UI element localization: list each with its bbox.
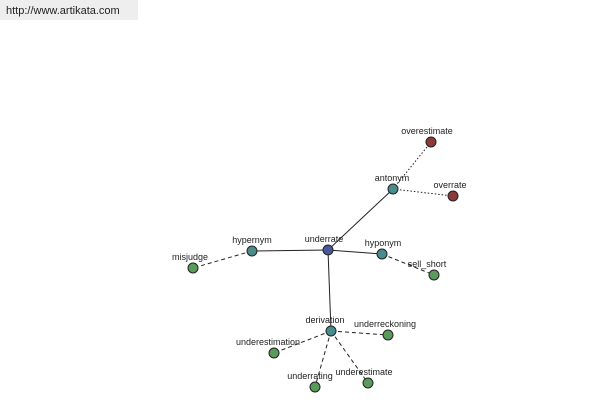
edge — [392, 141, 432, 190]
node-label[interactable]: hyponym — [365, 238, 402, 248]
header-url[interactable]: http://www.artikata.com — [6, 5, 120, 17]
node-label[interactable]: overrate — [433, 180, 466, 190]
labels: underrate hypernym misjudge hyponym sell… — [172, 126, 467, 381]
node-label[interactable]: derivation — [305, 315, 344, 325]
node — [382, 329, 394, 341]
node-label[interactable]: antonym — [375, 173, 410, 183]
edge — [192, 250, 253, 269]
edge — [273, 330, 332, 354]
nodes — [187, 136, 459, 393]
node-label[interactable]: underreckoning — [354, 319, 416, 329]
node-label[interactable]: sell_short — [408, 259, 447, 269]
node — [376, 248, 388, 260]
edge — [314, 330, 332, 388]
node — [268, 347, 280, 359]
node-label[interactable]: underrating — [287, 371, 333, 381]
node — [425, 136, 437, 148]
node — [447, 190, 459, 202]
edge — [392, 188, 454, 197]
node-label[interactable]: underrate — [305, 234, 344, 244]
edge — [251, 249, 329, 252]
node — [325, 325, 337, 337]
node — [309, 381, 321, 393]
node — [246, 245, 258, 257]
node-label[interactable]: underestimation — [236, 337, 300, 347]
edges — [192, 141, 454, 388]
edge — [327, 249, 383, 255]
node — [428, 269, 440, 281]
node-label[interactable]: misjudge — [172, 252, 208, 262]
edge — [330, 330, 369, 384]
edge — [327, 188, 394, 251]
node — [387, 183, 399, 195]
edge — [327, 249, 332, 332]
header-bar — [0, 0, 138, 20]
node — [322, 244, 334, 256]
node — [187, 262, 199, 274]
node-label[interactable]: hypernym — [232, 235, 272, 245]
edge — [381, 253, 435, 276]
node — [362, 377, 374, 389]
node-label[interactable]: underestimate — [335, 367, 392, 377]
edge — [330, 330, 389, 336]
node-label[interactable]: overestimate — [401, 126, 453, 136]
